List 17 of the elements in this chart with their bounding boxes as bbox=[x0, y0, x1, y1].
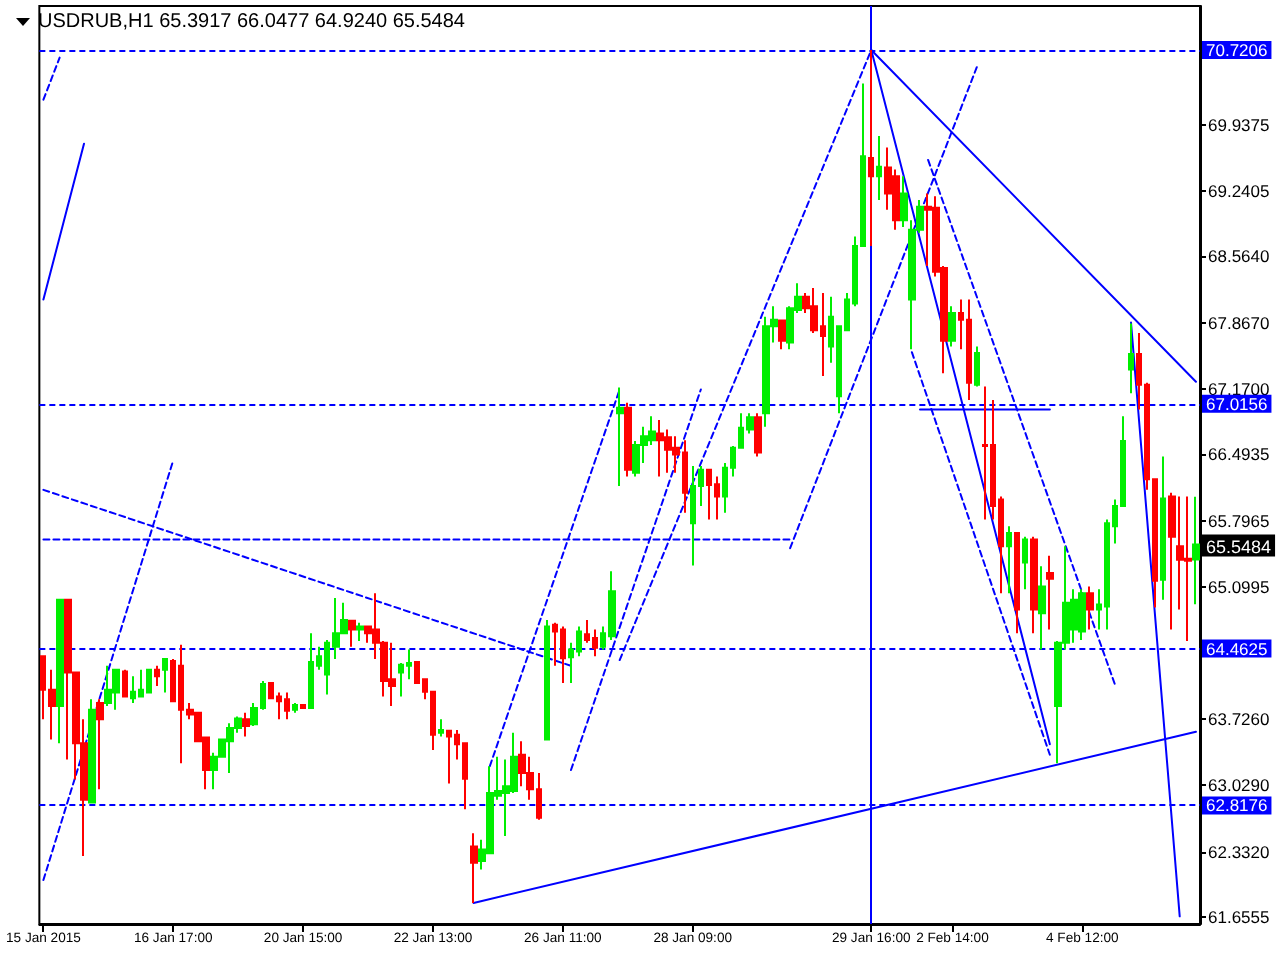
ref-line-label: 62.8176 bbox=[1206, 795, 1268, 816]
ref-line-label: 70.7206 bbox=[1206, 39, 1268, 60]
y-tick-label: 69.9375 bbox=[1208, 114, 1270, 135]
y-tick-label: 69.2405 bbox=[1208, 181, 1270, 202]
y-tick-label: 62.3320 bbox=[1208, 842, 1270, 863]
y-tick-label: 61.6555 bbox=[1208, 906, 1270, 927]
y-tick-label: 65.0995 bbox=[1208, 577, 1270, 598]
y-tick-label: 66.4935 bbox=[1208, 444, 1270, 465]
text: 65.5484 bbox=[1206, 536, 1272, 557]
y-tick-label: 63.7260 bbox=[1208, 708, 1270, 729]
y-tick-label: 67.8670 bbox=[1208, 312, 1270, 333]
y-tick-label: 63.0290 bbox=[1208, 775, 1270, 796]
ref-line-label: 67.0156 bbox=[1206, 393, 1268, 414]
chart-title: USDRUB,H1 65.3917 66.0477 64.9240 65.5484 bbox=[38, 11, 466, 33]
y-tick-label: 65.7965 bbox=[1208, 510, 1270, 531]
ref-line-label: 64.4625 bbox=[1206, 638, 1268, 659]
y-tick-label: 68.5640 bbox=[1208, 246, 1270, 267]
